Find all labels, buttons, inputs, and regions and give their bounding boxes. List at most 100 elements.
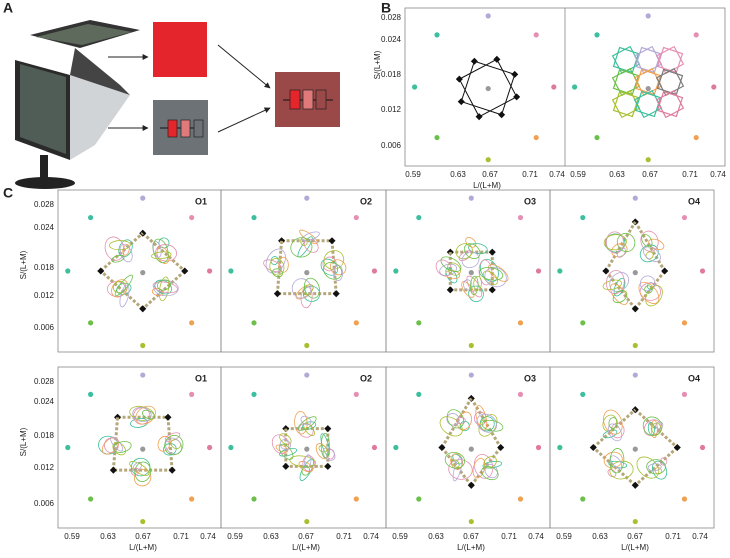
diamond <box>328 237 336 245</box>
diamond <box>488 286 496 294</box>
reference-point <box>468 195 474 201</box>
diamond <box>513 93 521 101</box>
ellipse <box>639 244 659 263</box>
ellipse <box>616 232 636 253</box>
plot-frame <box>57 366 222 529</box>
ellipse <box>608 417 618 429</box>
ellipse <box>265 248 286 274</box>
reference-point <box>557 444 563 451</box>
x-tick-label: 0.71 <box>173 532 189 541</box>
ellipse <box>320 258 339 276</box>
reference-point <box>535 444 542 451</box>
ellipse <box>439 416 463 437</box>
diamond <box>438 443 446 452</box>
x-tick-label: 0.74 <box>692 532 708 541</box>
ellipse <box>610 455 623 469</box>
ellipse <box>298 461 314 473</box>
ellipse <box>142 409 155 420</box>
y-tick-label: 0.018 <box>381 70 402 79</box>
ellipse <box>646 459 666 475</box>
reference-point <box>693 32 699 38</box>
red-stimulus <box>153 22 207 77</box>
dashed-path <box>633 221 666 272</box>
ellipse <box>129 461 150 476</box>
dashed-path <box>111 417 120 471</box>
reference-point <box>304 195 310 201</box>
reference-point <box>88 496 94 502</box>
reference-point <box>304 372 310 378</box>
ellipse <box>278 256 289 273</box>
subplot-title: O3 <box>524 196 536 206</box>
reference-point <box>416 496 422 502</box>
ellipse <box>111 254 125 263</box>
dashed-path <box>99 232 144 273</box>
reference-point <box>533 32 539 38</box>
ellipse <box>647 463 662 472</box>
diamond <box>139 305 147 313</box>
ellipse <box>320 432 330 459</box>
ellipse <box>479 266 504 281</box>
plot-frame <box>549 189 715 353</box>
x-tick-label: 0.63 <box>592 532 608 541</box>
ellipse <box>611 243 628 258</box>
arrow <box>217 107 271 133</box>
ellipse <box>300 415 312 426</box>
x-axis-label: L/(L+M) <box>621 543 649 552</box>
ellipse <box>304 454 312 469</box>
dashed-path <box>330 240 338 294</box>
plot-frame <box>220 189 387 353</box>
reference-point <box>251 496 257 502</box>
ellipse <box>651 422 662 435</box>
panel-a-graphics <box>15 20 340 189</box>
ellipse <box>439 263 458 276</box>
x-tick-label: 0.71 <box>522 170 538 179</box>
diamond <box>324 425 332 433</box>
ellipse <box>459 420 470 432</box>
x-axis-label: L/(L+M) <box>473 181 501 190</box>
reference-point <box>580 214 586 221</box>
reference-point <box>189 214 195 221</box>
ellipse <box>101 437 119 455</box>
y-tick-label: 0.018 <box>34 431 55 440</box>
stimulus-outline <box>612 68 640 96</box>
bar <box>315 89 327 110</box>
reference-point <box>645 13 651 19</box>
ellipse <box>294 410 308 435</box>
x-tick-label: 0.59 <box>405 170 421 179</box>
reference-point <box>140 518 146 525</box>
reference-point <box>533 134 539 141</box>
ellipse <box>270 256 279 266</box>
x-tick-label: 0.59 <box>556 532 572 541</box>
x-tick-label: 0.63 <box>100 532 116 541</box>
ellipse <box>472 457 486 479</box>
reference-point <box>304 342 310 349</box>
reference-point <box>206 444 213 451</box>
reference-point <box>65 444 71 451</box>
reference-point <box>88 391 94 397</box>
reference-point <box>88 320 94 326</box>
ellipse <box>603 409 623 435</box>
subplot-title: O2 <box>360 196 372 206</box>
stand <box>40 155 48 180</box>
x-tick-label: 0.59 <box>64 532 80 541</box>
stimulus-outline <box>656 90 684 118</box>
diamond <box>498 111 506 119</box>
ellipse <box>461 251 480 269</box>
dashed-path <box>604 270 637 310</box>
y-tick-label: 0.024 <box>34 397 55 406</box>
subplot-title: O4 <box>688 196 700 206</box>
diamond <box>467 481 475 489</box>
x-axis-label: L/(L+M) <box>292 543 320 552</box>
reference-point <box>485 13 491 19</box>
subplot-title: O4 <box>688 373 700 383</box>
ellipse <box>616 247 626 258</box>
diamond <box>470 57 478 65</box>
ellipse <box>275 444 289 453</box>
x-tick-label: 0.71 <box>501 532 517 541</box>
ellipse <box>476 413 498 433</box>
stimulus-outline <box>611 67 641 97</box>
ellipse <box>650 420 658 439</box>
reference-point <box>681 391 688 397</box>
ellipse <box>645 251 654 260</box>
ellipse <box>639 275 656 292</box>
